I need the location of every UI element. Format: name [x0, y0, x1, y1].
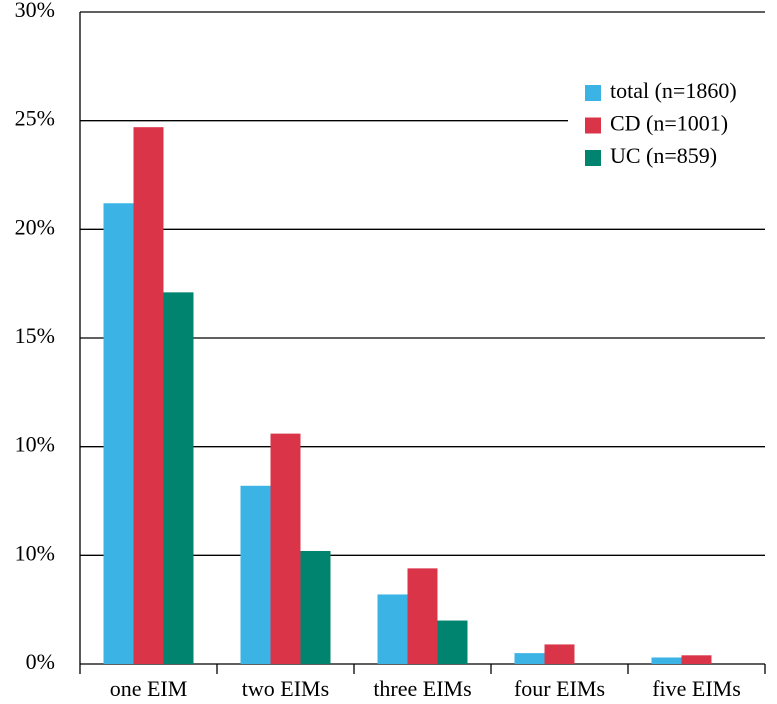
bar [103, 203, 134, 664]
bar [514, 653, 545, 664]
legend-swatch [585, 150, 601, 166]
bar [240, 485, 271, 664]
x-tick-label: one EIM [110, 676, 188, 701]
y-tick-label: 30% [15, 0, 55, 22]
y-tick-label: 10% [15, 540, 55, 565]
y-tick-label: 10% [15, 432, 55, 457]
bar [437, 620, 468, 664]
bar [133, 127, 164, 665]
legend-label: UC (n=859) [610, 143, 717, 168]
bar [377, 594, 408, 664]
x-tick-label: four EIMs [514, 676, 605, 701]
legend-swatch [585, 117, 601, 134]
y-tick-label: 25% [15, 106, 55, 131]
bar [163, 292, 194, 664]
bar [681, 655, 712, 664]
x-tick-label: three EIMs [373, 676, 471, 701]
bar [300, 550, 331, 664]
bar [407, 568, 438, 664]
bar [544, 644, 575, 664]
legend-swatch [585, 85, 601, 101]
y-tick-label: 15% [15, 323, 55, 348]
x-tick-label: five EIMs [652, 676, 741, 701]
x-tick-label: two EIMs [242, 676, 329, 701]
legend-label: total (n=1860) [610, 78, 737, 103]
bar [270, 433, 301, 664]
y-tick-label: 20% [15, 214, 55, 239]
legend-label: CD (n=1001) [610, 111, 728, 136]
legend-background [568, 75, 777, 177]
y-tick-label: 0% [26, 649, 55, 674]
bar [651, 657, 682, 664]
